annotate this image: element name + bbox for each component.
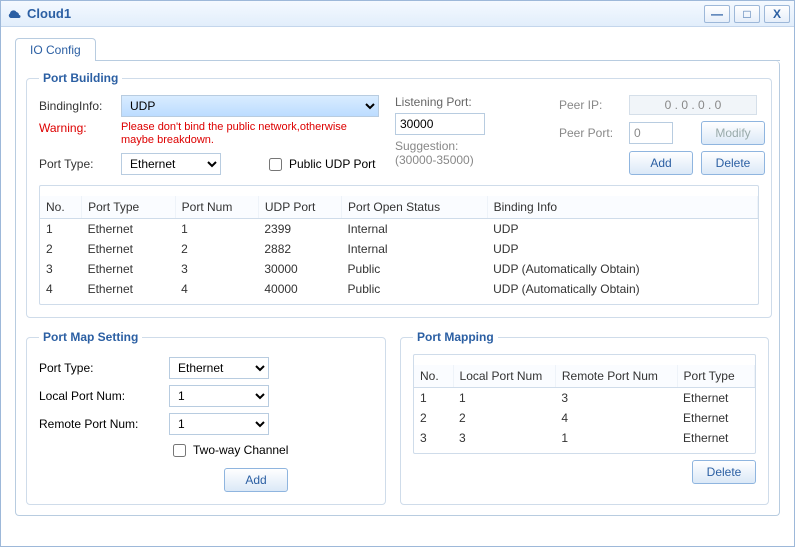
tab-page: Port Building BindingInfo: UDP Warning: … (15, 61, 780, 516)
pms-remote-port-select[interactable]: 1 (169, 413, 269, 435)
add-port-button[interactable]: Add (629, 151, 693, 175)
warning-text: Please don't bind the public network,oth… (121, 121, 379, 147)
close-button[interactable]: X (764, 5, 790, 23)
port-table-header[interactable]: No. (40, 196, 82, 219)
public-udp-text: Public UDP Port (289, 157, 375, 171)
titlebar[interactable]: Cloud1 — □ X (1, 1, 794, 27)
pms-remote-port-label: Remote Port Num: (39, 417, 169, 431)
table-row[interactable]: 2Ethernet22882InternalUDP (40, 239, 758, 259)
peer-port-label: Peer Port: (559, 126, 621, 140)
peer-port-input (629, 122, 673, 144)
modify-button: Modify (701, 121, 765, 145)
tab-io-config[interactable]: IO Config (15, 38, 96, 61)
two-way-checkbox[interactable] (173, 444, 186, 457)
two-way-checkbox-label[interactable]: Two-way Channel (169, 441, 373, 460)
maximize-button[interactable]: □ (734, 5, 760, 23)
port-map-setting-legend: Port Map Setting (39, 330, 142, 344)
port-table[interactable]: No.Port TypePort NumUDP PortPort Open St… (40, 196, 758, 299)
table-row[interactable]: 442Ethernet (414, 448, 755, 453)
window-body: IO Config Port Building BindingInfo: UDP (1, 27, 794, 526)
mapping-table-header[interactable]: Remote Port Num (555, 365, 677, 388)
table-row[interactable]: 331Ethernet (414, 428, 755, 448)
table-row[interactable]: 1Ethernet12399InternalUDP (40, 219, 758, 240)
port-table-header[interactable]: Port Open Status (342, 196, 488, 219)
port-table-header[interactable]: Port Num (175, 196, 258, 219)
suggestion-label: Suggestion: (395, 139, 555, 153)
table-row[interactable]: 113Ethernet (414, 388, 755, 409)
port-type-select[interactable]: Ethernet (121, 153, 221, 175)
binding-info-select[interactable]: UDP (121, 95, 379, 117)
pms-local-port-label: Local Port Num: (39, 389, 169, 403)
public-udp-checkbox-label[interactable]: Public UDP Port (265, 155, 375, 174)
pm-delete-button[interactable]: Delete (692, 460, 756, 484)
delete-port-button[interactable]: Delete (701, 151, 765, 175)
port-building-group: Port Building BindingInfo: UDP Warning: … (26, 71, 772, 318)
mapping-table-header[interactable]: No. (414, 365, 453, 388)
pms-add-button[interactable]: Add (224, 468, 288, 492)
mapping-table-header[interactable]: Local Port Num (453, 365, 555, 388)
peer-ip-label: Peer IP: (559, 98, 621, 112)
window: Cloud1 — □ X IO Config Port Building Bin… (0, 0, 795, 547)
pms-local-port-select[interactable]: 1 (169, 385, 269, 407)
window-title: Cloud1 (27, 6, 704, 21)
port-mapping-table[interactable]: No.Local Port NumRemote Port NumPort Typ… (414, 365, 755, 453)
warning-label: Warning: (39, 121, 113, 135)
port-table-wrap: No.Port TypePort NumUDP PortPort Open St… (39, 185, 759, 305)
port-map-setting-group: Port Map Setting Port Type: Ethernet Loc… (26, 330, 386, 505)
binding-info-label: BindingInfo: (39, 99, 113, 113)
pms-port-type-label: Port Type: (39, 361, 169, 375)
pms-port-type-select[interactable]: Ethernet (169, 357, 269, 379)
table-row[interactable]: 4Ethernet440000PublicUDP (Automatically … (40, 279, 758, 299)
mapping-table-header[interactable]: Port Type (677, 365, 754, 388)
public-udp-checkbox[interactable] (269, 158, 282, 171)
port-table-header[interactable]: UDP Port (258, 196, 341, 219)
two-way-text: Two-way Channel (193, 443, 288, 457)
port-table-header[interactable]: Binding Info (487, 196, 757, 219)
port-mapping-group: Port Mapping No.Local Port NumRemote Por… (400, 330, 769, 505)
port-mapping-legend: Port Mapping (413, 330, 498, 344)
suggestion-range: (30000-35000) (395, 153, 555, 167)
listening-port-label: Listening Port: (395, 95, 555, 109)
port-building-legend: Port Building (39, 71, 122, 85)
port-type-label: Port Type: (39, 157, 113, 171)
listening-port-input[interactable] (395, 113, 485, 135)
peer-ip-input: 0 . 0 . 0 . 0 (629, 95, 757, 115)
table-row[interactable]: 224Ethernet (414, 408, 755, 428)
port-table-header[interactable]: Port Type (82, 196, 176, 219)
table-row[interactable]: 3Ethernet330000PublicUDP (Automatically … (40, 259, 758, 279)
tabstrip: IO Config (15, 37, 780, 61)
minimize-button[interactable]: — (704, 5, 730, 23)
app-icon (7, 6, 23, 22)
